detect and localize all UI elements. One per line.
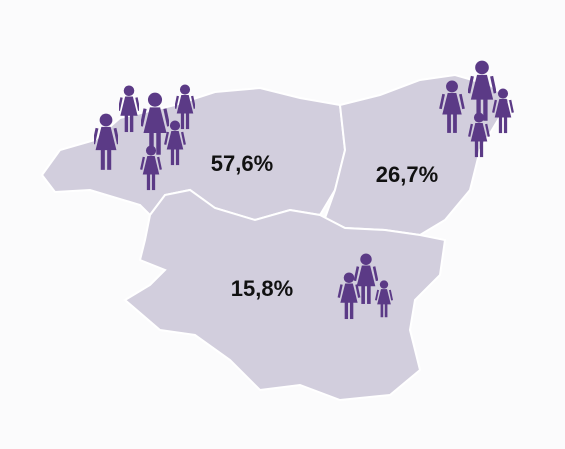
regions: [40, 73, 512, 402]
region-label: 57,6%: [211, 151, 273, 176]
region-bizkaia: [40, 86, 347, 222]
region-gipuzkoa: [323, 73, 512, 237]
region-araba: [123, 188, 447, 402]
region-label: 26,7%: [376, 162, 438, 187]
region-label: 15,8%: [231, 276, 293, 301]
